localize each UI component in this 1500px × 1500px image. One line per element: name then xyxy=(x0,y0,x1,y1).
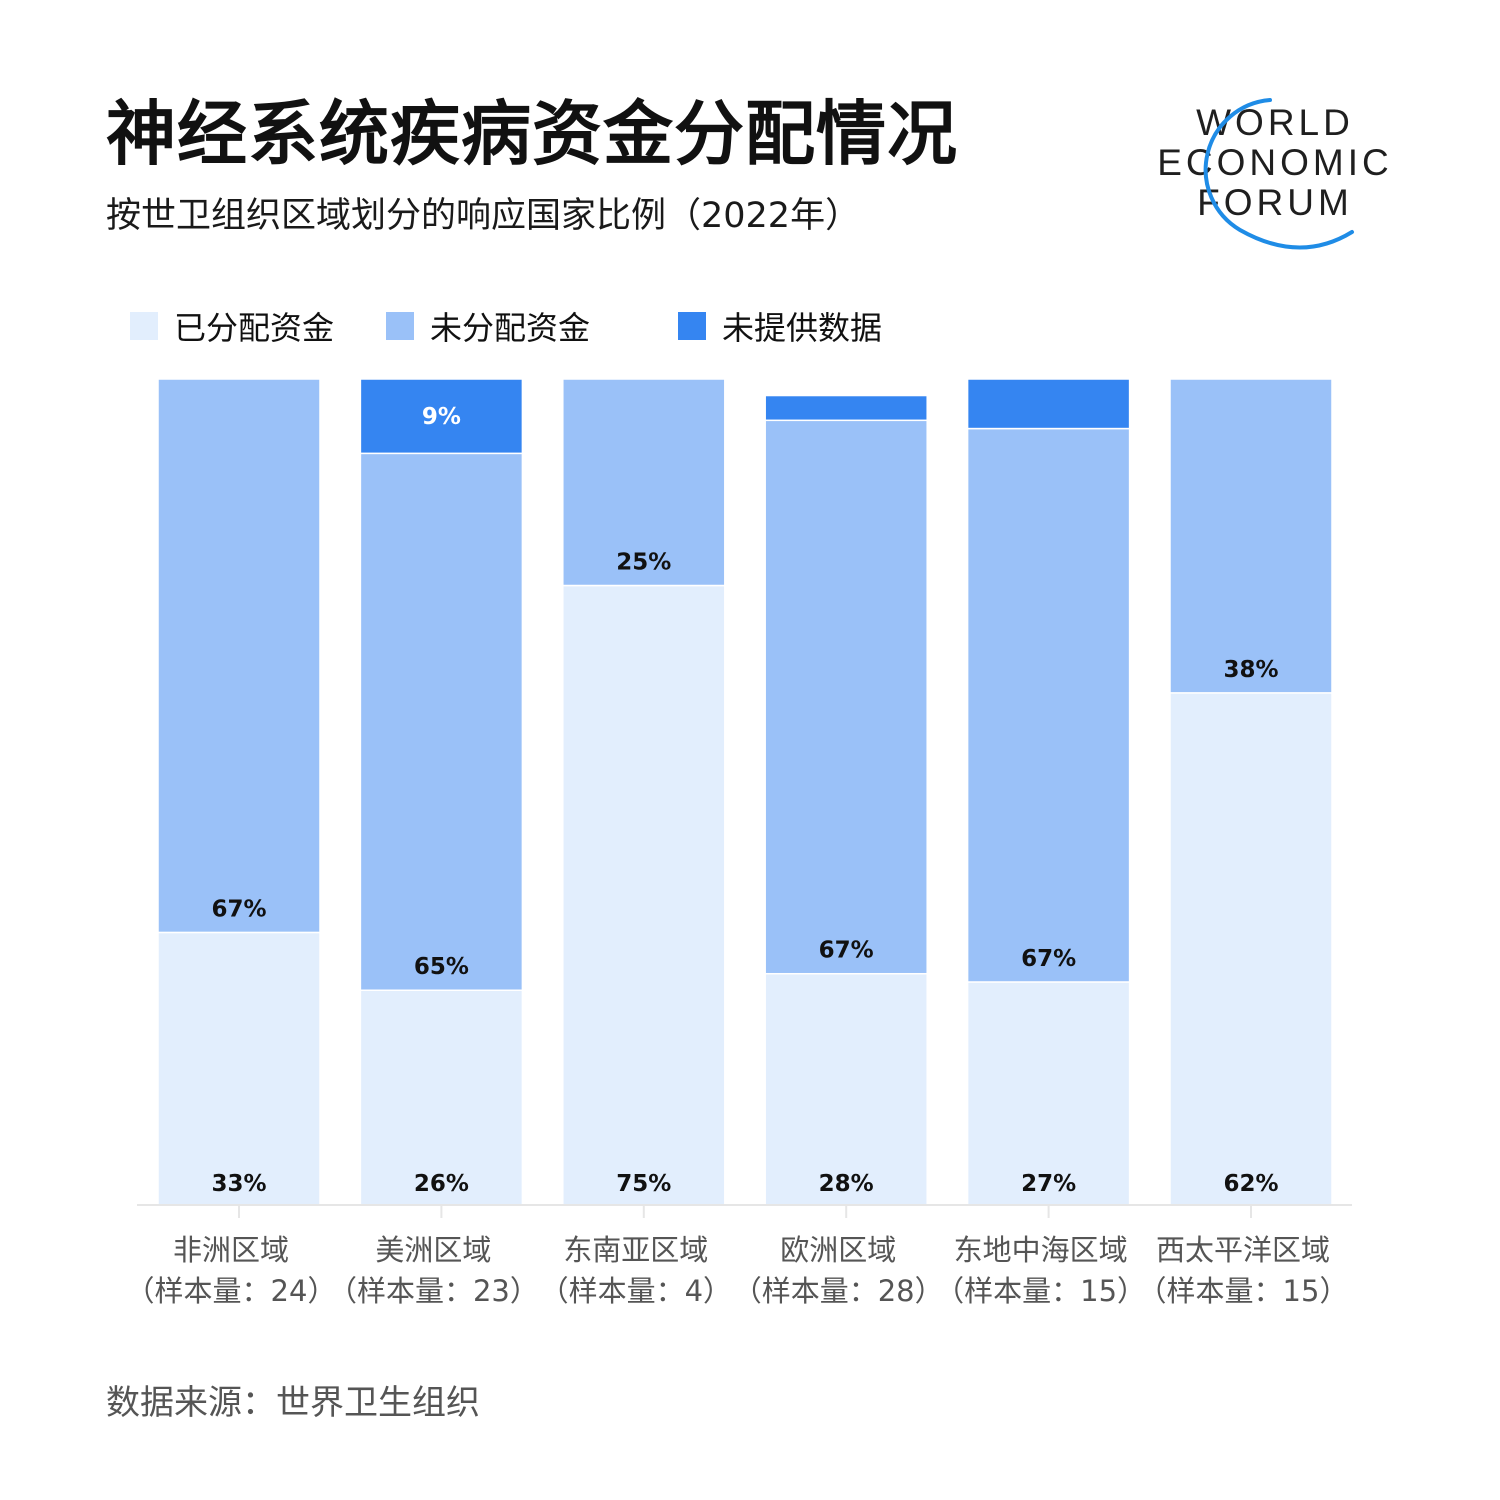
logo-arc-icon xyxy=(1203,98,1354,250)
bar-segment-unallocated-3 xyxy=(562,378,726,587)
chart-legend: 已分配资金 未分配资金 未提供数据 xyxy=(130,304,1030,348)
x-tick-label-6: 西太平洋区域 xyxy=(1156,1233,1330,1267)
data-label-allocated-3: 75% xyxy=(616,1171,671,1197)
bar-segment-allocated-6 xyxy=(1169,692,1333,1206)
bar-segment-no_data-4 xyxy=(764,394,928,422)
data-label-allocated-6: 62% xyxy=(1223,1171,1278,1197)
data-label-allocated-4: 28% xyxy=(819,1171,874,1197)
bar-segment-no_data-5 xyxy=(966,378,1131,430)
x-tick-label-2: 美洲区域 xyxy=(375,1233,491,1267)
bar-segment-allocated-3 xyxy=(562,584,726,1206)
bar-segment-allocated-1 xyxy=(157,931,321,1206)
data-source: 数据来源：世界卫生组织 xyxy=(106,1383,480,1423)
x-tick-label-4: 欧洲区域 xyxy=(780,1233,896,1267)
bar-segment-unallocated-2 xyxy=(359,452,524,991)
wef-logo: WORLD ECONOMIC FORUM xyxy=(1140,92,1410,262)
legend-item-unallocated: 未分配资金 xyxy=(386,304,590,348)
legend-label-unallocated: 未分配资金 xyxy=(430,309,591,347)
legend-swatch-unallocated xyxy=(386,312,414,340)
logo-line-2: ECONOMIC xyxy=(1157,142,1393,183)
legend-swatch-no-data xyxy=(678,312,706,340)
data-label-unallocated-6: 38% xyxy=(1223,657,1278,683)
x-tick-sample-2: （样本量：23） xyxy=(328,1274,539,1308)
data-label-unallocated-2: 65% xyxy=(414,954,469,980)
bar-segment-allocated-5 xyxy=(966,981,1131,1206)
legend-label-no-data: 未提供数据 xyxy=(722,309,883,347)
data-label-allocated-5: 27% xyxy=(1021,1171,1076,1197)
bar-segment-no_data-2 xyxy=(359,378,524,455)
x-tick-sample-6: （样本量：15） xyxy=(1138,1274,1349,1308)
data-label-allocated-1: 33% xyxy=(211,1171,266,1197)
x-tick-sample-3: （样本量：4） xyxy=(540,1274,732,1308)
data-label-no_data-2: 9% xyxy=(422,404,461,430)
bar-segment-unallocated-4 xyxy=(764,419,928,975)
data-label-unallocated-4: 67% xyxy=(819,938,874,964)
x-tick-sample-1: （样本量：24） xyxy=(126,1274,337,1308)
legend-item-no-data: 未提供数据 xyxy=(678,304,882,348)
x-tick-label-3: 东南亚区域 xyxy=(563,1233,708,1267)
data-label-unallocated-3: 25% xyxy=(616,550,671,576)
bar-segment-unallocated-5 xyxy=(966,427,1131,983)
bar-segment-unallocated-6 xyxy=(1169,378,1333,694)
bar-segment-allocated-4 xyxy=(764,972,928,1206)
bar-segment-unallocated-1 xyxy=(157,378,321,934)
x-tick-sample-4: （样本量：28） xyxy=(733,1274,944,1308)
x-tick-label-5: 东地中海区域 xyxy=(954,1233,1128,1267)
chart-subtitle: 按世卫组织区域划分的响应国家比例（2022年） xyxy=(106,196,861,236)
legend-label-allocated: 已分配资金 xyxy=(174,309,335,347)
data-label-allocated-2: 26% xyxy=(414,1171,469,1197)
x-tick-label-1: 非洲区域 xyxy=(173,1233,289,1267)
data-label-unallocated-1: 67% xyxy=(211,896,266,922)
data-label-unallocated-5: 67% xyxy=(1021,946,1076,972)
legend-item-allocated: 已分配资金 xyxy=(130,304,334,348)
x-tick-sample-5: （样本量：15） xyxy=(935,1274,1146,1308)
chart-title: 神经系统疾病资金分配情况 xyxy=(106,93,958,175)
legend-swatch-allocated xyxy=(130,312,158,340)
